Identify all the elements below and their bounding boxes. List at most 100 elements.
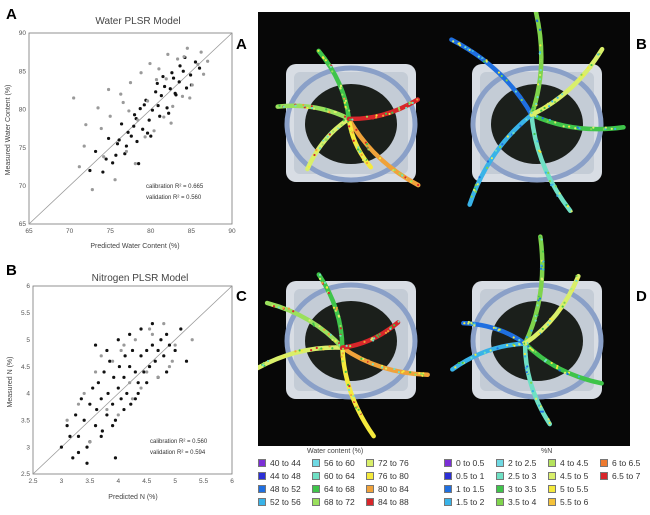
legend-label: 72 to 76 bbox=[378, 458, 409, 468]
scatter-point bbox=[90, 188, 94, 192]
legend-label: 2.5 to 3 bbox=[508, 471, 537, 481]
scatter-point bbox=[116, 338, 120, 342]
scatter-point bbox=[85, 461, 89, 465]
x-tick-label: 6 bbox=[230, 478, 234, 485]
legend-entry: 4.5 to 5 bbox=[548, 470, 588, 482]
x-tick-label: 65 bbox=[25, 228, 33, 235]
scatter-point bbox=[156, 103, 160, 108]
legend-entry: 0 to 0.5 bbox=[444, 457, 484, 469]
scatter-point bbox=[122, 343, 126, 347]
legend-swatch bbox=[312, 472, 320, 480]
legend-label: 64 to 68 bbox=[324, 484, 355, 494]
scatter-point bbox=[143, 135, 147, 139]
scatter-point bbox=[188, 96, 192, 100]
scatter-point bbox=[180, 94, 185, 99]
y-tick-label: 70 bbox=[19, 183, 27, 190]
scatter-point bbox=[185, 46, 189, 50]
scatter-point bbox=[96, 381, 100, 385]
legend-swatch bbox=[496, 498, 504, 506]
scatter-point bbox=[101, 170, 105, 174]
legend-entry: 68 to 72 bbox=[312, 496, 355, 508]
legend-label: 4.5 to 5 bbox=[560, 471, 589, 481]
scatter-point bbox=[137, 162, 141, 166]
legend-label: 1 to 1.5 bbox=[456, 484, 485, 494]
scatter-point bbox=[114, 153, 118, 157]
legend-label: 1.5 to 2 bbox=[456, 497, 485, 507]
y-tick-label: 75 bbox=[19, 145, 27, 152]
scatter-point bbox=[133, 162, 137, 166]
legend-entry: 5.5 to 6 bbox=[548, 496, 588, 508]
legend-entry: 48 to 52 bbox=[258, 483, 301, 495]
chart-title: Nitrogen PLSR Model bbox=[92, 273, 189, 284]
scatter-point bbox=[141, 127, 145, 131]
scatter-point bbox=[162, 115, 166, 119]
legend-entry: 56 to 60 bbox=[312, 457, 355, 469]
scatter-point bbox=[145, 348, 149, 353]
legend-entry: 64 to 68 bbox=[312, 483, 355, 495]
scatter-point bbox=[99, 397, 103, 401]
legend-label: 2 to 2.5 bbox=[508, 458, 537, 468]
data-points bbox=[72, 46, 210, 192]
scatter-point bbox=[88, 168, 92, 173]
panel-letter-photo-c: C bbox=[236, 288, 247, 305]
scatter-point bbox=[168, 87, 172, 91]
legend-label: 80 to 84 bbox=[378, 484, 409, 494]
scatter-point bbox=[159, 94, 163, 98]
scatter-point bbox=[162, 354, 166, 358]
scatter-point bbox=[139, 386, 143, 390]
legend-swatch bbox=[258, 498, 266, 506]
y-tick-label: 2.5 bbox=[21, 471, 30, 478]
scatter-point bbox=[128, 364, 132, 369]
scatter-point bbox=[150, 332, 154, 336]
scatter-point bbox=[99, 354, 103, 358]
scatter-point bbox=[154, 90, 158, 94]
scatter-point bbox=[82, 391, 86, 396]
panel-letter-photo-a: A bbox=[236, 36, 247, 53]
scatter-point bbox=[145, 370, 149, 374]
scatter-point bbox=[161, 74, 165, 79]
scatter-point bbox=[104, 157, 108, 161]
legend-label: 6.5 to 7 bbox=[612, 471, 641, 481]
scatter-point bbox=[119, 122, 124, 126]
identity-line bbox=[32, 285, 233, 475]
y-tick-label: 4.5 bbox=[21, 364, 30, 371]
scatter-point bbox=[76, 450, 81, 455]
y-tick-label: 5 bbox=[26, 337, 30, 344]
legend-swatch bbox=[548, 472, 556, 480]
scatter-point bbox=[65, 424, 69, 428]
scatter-point bbox=[129, 134, 133, 138]
scatter-point bbox=[154, 78, 159, 82]
scatter-point bbox=[152, 129, 156, 133]
scatter-point bbox=[106, 391, 110, 396]
hyperspectral-image-grid bbox=[258, 12, 630, 446]
legend-entry: 84 to 88 bbox=[366, 496, 409, 508]
legend-swatch bbox=[366, 459, 374, 467]
y-axis-ticks: 2.5 3 3.5 4 4.5 5 5.5 6 bbox=[21, 283, 30, 478]
scatter-point bbox=[93, 149, 98, 154]
scatter-point bbox=[156, 348, 160, 353]
scatter-point bbox=[157, 67, 161, 71]
scatter-point bbox=[145, 381, 149, 385]
scatter-point bbox=[108, 114, 112, 118]
legend-entry: 52 to 56 bbox=[258, 496, 301, 508]
legend-title: Water content (%) bbox=[307, 448, 364, 455]
scatter-point bbox=[162, 322, 166, 326]
scatter-point bbox=[145, 99, 150, 103]
scatter-point bbox=[122, 375, 126, 379]
scatter-point bbox=[142, 103, 146, 107]
legend-entry: 76 to 80 bbox=[366, 470, 409, 482]
legend-swatch bbox=[312, 459, 320, 467]
scatter-point bbox=[124, 149, 129, 154]
legend-entry: 2 to 2.5 bbox=[496, 457, 536, 469]
legend-entry: 1.5 to 2 bbox=[444, 496, 484, 508]
x-tick-label: 75 bbox=[107, 228, 115, 235]
scatter-point bbox=[181, 69, 185, 73]
scatter-point bbox=[190, 338, 194, 342]
legend-title: %N bbox=[541, 448, 553, 455]
scatter-point bbox=[113, 456, 118, 460]
scatter-point bbox=[147, 118, 151, 122]
legend-entry: 3.5 to 4 bbox=[496, 496, 536, 508]
legend-entry: 3 to 3.5 bbox=[496, 483, 536, 495]
plot-frame bbox=[28, 32, 233, 225]
scatter-point bbox=[165, 370, 169, 374]
